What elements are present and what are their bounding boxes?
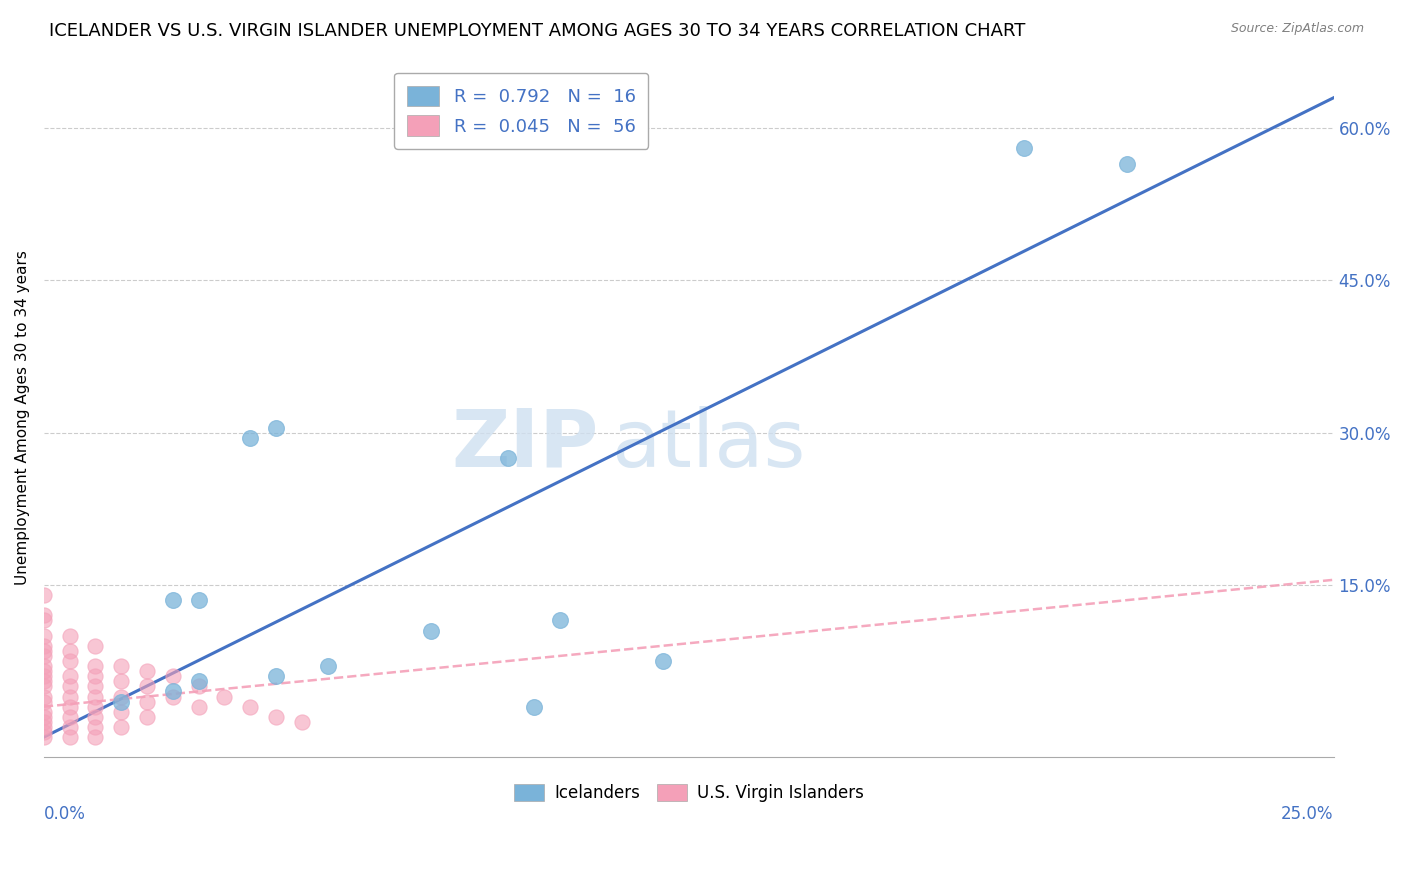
Point <box>59 720 82 734</box>
Point <box>59 710 82 724</box>
Point <box>1012 141 1035 155</box>
Point <box>110 705 132 719</box>
Point <box>32 664 55 678</box>
Text: 25.0%: 25.0% <box>1281 805 1334 823</box>
Point <box>32 720 55 734</box>
Point <box>32 639 55 653</box>
Point <box>214 690 236 704</box>
Point <box>32 690 55 704</box>
Point <box>110 674 132 689</box>
Point <box>496 450 519 465</box>
Point <box>187 674 209 689</box>
Point <box>32 648 55 663</box>
Text: 0.0%: 0.0% <box>44 805 86 823</box>
Point <box>59 654 82 668</box>
Point <box>32 608 55 623</box>
Point <box>548 614 571 628</box>
Text: Source: ZipAtlas.com: Source: ZipAtlas.com <box>1230 22 1364 36</box>
Point <box>84 690 107 704</box>
Point <box>136 679 159 693</box>
Point <box>84 639 107 653</box>
Point <box>110 659 132 673</box>
Point <box>59 629 82 643</box>
Point <box>187 699 209 714</box>
Point <box>32 629 55 643</box>
Point <box>32 674 55 689</box>
Point <box>59 679 82 693</box>
Point <box>136 695 159 709</box>
Legend: Icelanders, U.S. Virgin Islanders: Icelanders, U.S. Virgin Islanders <box>506 775 872 810</box>
Point <box>652 654 675 668</box>
Point <box>32 588 55 602</box>
Point <box>523 699 546 714</box>
Point <box>136 664 159 678</box>
Point <box>136 710 159 724</box>
Point <box>32 679 55 693</box>
Point <box>84 699 107 714</box>
Text: atlas: atlas <box>612 406 806 483</box>
Point <box>32 669 55 683</box>
Point <box>110 720 132 734</box>
Point <box>84 710 107 724</box>
Point <box>59 644 82 658</box>
Point <box>264 710 287 724</box>
Point <box>32 659 55 673</box>
Point <box>84 730 107 744</box>
Point <box>419 624 441 638</box>
Point <box>32 705 55 719</box>
Point <box>32 644 55 658</box>
Point <box>59 699 82 714</box>
Point <box>316 659 339 673</box>
Point <box>32 710 55 724</box>
Point <box>84 679 107 693</box>
Point <box>32 714 55 729</box>
Point <box>110 695 132 709</box>
Point <box>239 699 262 714</box>
Point <box>59 669 82 683</box>
Point <box>32 695 55 709</box>
Point <box>32 614 55 628</box>
Point <box>239 431 262 445</box>
Point <box>187 679 209 693</box>
Point <box>291 714 314 729</box>
Point <box>110 690 132 704</box>
Y-axis label: Unemployment Among Ages 30 to 34 years: Unemployment Among Ages 30 to 34 years <box>15 250 30 585</box>
Point <box>264 669 287 683</box>
Point <box>264 420 287 434</box>
Point <box>84 669 107 683</box>
Point <box>162 593 184 607</box>
Point <box>1116 157 1139 171</box>
Point <box>162 669 184 683</box>
Point <box>59 730 82 744</box>
Point <box>84 659 107 673</box>
Point <box>32 730 55 744</box>
Text: ICELANDER VS U.S. VIRGIN ISLANDER UNEMPLOYMENT AMONG AGES 30 TO 34 YEARS CORRELA: ICELANDER VS U.S. VIRGIN ISLANDER UNEMPL… <box>49 22 1025 40</box>
Point <box>187 593 209 607</box>
Point <box>59 690 82 704</box>
Point <box>84 720 107 734</box>
Point <box>32 725 55 739</box>
Point <box>162 690 184 704</box>
Text: ZIP: ZIP <box>451 406 599 483</box>
Point <box>162 684 184 698</box>
